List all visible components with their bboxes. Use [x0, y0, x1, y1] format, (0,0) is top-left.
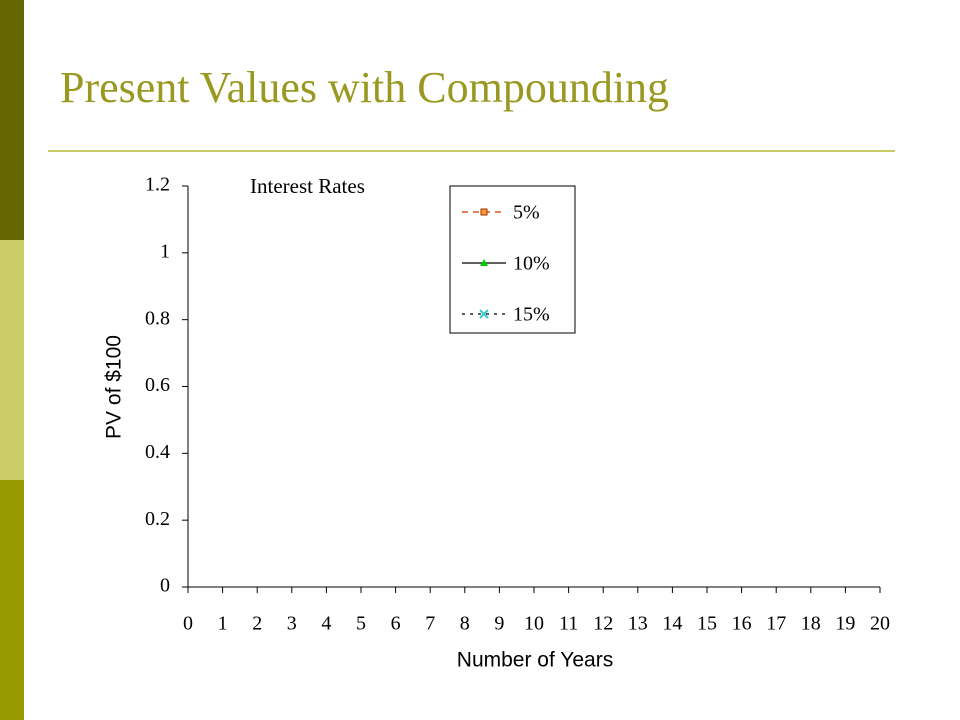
y-tick-label: 0.2	[145, 508, 170, 530]
x-tick-label: 5	[356, 613, 366, 635]
x-tick-label: 17	[766, 613, 786, 635]
x-tick-label: 20	[870, 613, 890, 635]
x-tick-label: 6	[391, 613, 401, 635]
x-tick-label: 4	[321, 613, 331, 635]
x-tick-label: 7	[425, 613, 435, 635]
side-bar	[0, 240, 24, 480]
y-tick-label: 0	[160, 575, 170, 597]
y-tick-label: 1.2	[145, 174, 170, 196]
x-tick-label: 18	[801, 613, 821, 635]
legend-marker	[480, 208, 488, 216]
x-tick-label: 14	[662, 613, 682, 635]
legend-box	[449, 185, 576, 334]
x-tick-label: 1	[218, 613, 228, 635]
y-tick-label: 0.4	[145, 441, 170, 463]
legend-label: 10%	[513, 253, 550, 275]
x-tick-label: 19	[835, 613, 855, 635]
side-bar	[0, 480, 24, 720]
x-tick-label: 10	[524, 613, 544, 635]
y-tick-label: 1	[160, 240, 170, 262]
x-tick-label: 12	[593, 613, 613, 635]
side-bar	[0, 0, 24, 240]
x-tick-label: 13	[628, 613, 648, 635]
legend-label: 15%	[513, 304, 550, 326]
legend-marker	[480, 259, 488, 266]
x-tick-label: 8	[460, 613, 470, 635]
y-tick-label: 0.8	[145, 307, 170, 329]
x-tick-label: 15	[697, 613, 717, 635]
x-tick-label: 3	[287, 613, 297, 635]
x-tick-label: 11	[559, 613, 578, 635]
x-tick-label: 9	[494, 613, 504, 635]
y-tick-label: 0.6	[145, 374, 170, 396]
slide-title: Present Values with Compounding	[60, 63, 669, 112]
legend-label: 5%	[513, 202, 540, 224]
x-tick-label: 0	[183, 613, 193, 635]
y-axis-label: PV of $100	[103, 335, 126, 439]
legend-marker	[479, 309, 489, 319]
x-axis-label: Number of Years	[457, 649, 613, 672]
x-tick-label: 16	[732, 613, 752, 635]
x-tick-label: 2	[252, 613, 262, 635]
legend-title: Interest Rates	[250, 174, 365, 198]
